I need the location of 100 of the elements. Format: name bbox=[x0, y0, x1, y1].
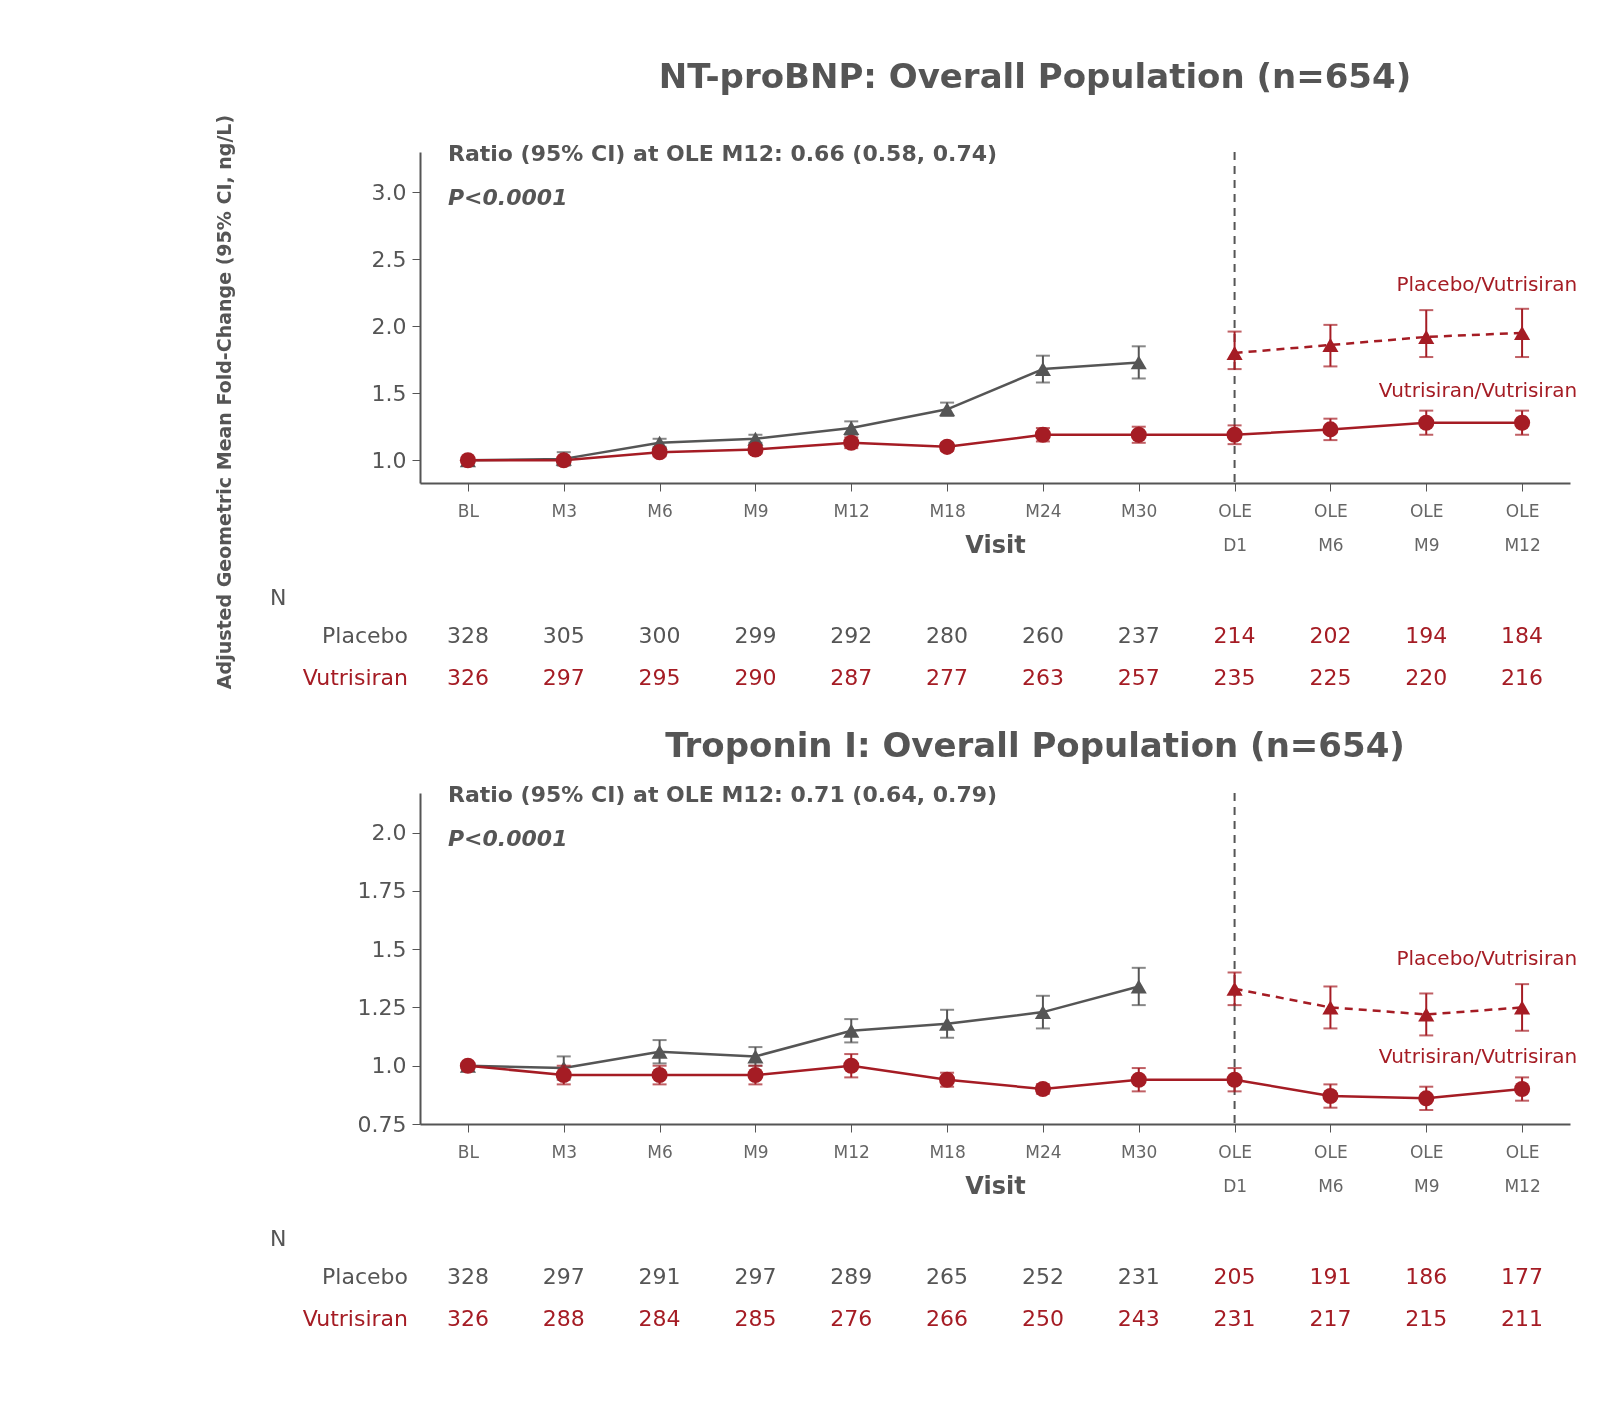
series-label: Vutrisiran/Vutrisiran bbox=[1378, 1044, 1578, 1069]
text: 231 bbox=[1117, 1264, 1160, 1289]
annotation: Ratio (95% CI) at OLE M12: 0.66 (0.58, 0.74) bbox=[448, 141, 998, 166]
text: 252 bbox=[1021, 1264, 1064, 1289]
y-tick-label: 1.75 bbox=[357, 878, 407, 904]
x-tick-label: M6 bbox=[647, 1141, 673, 1162]
text: 243 bbox=[1117, 1306, 1160, 1331]
text: 280 bbox=[926, 623, 969, 648]
x-tick-label: M30 bbox=[1121, 500, 1158, 521]
annotation: P<0.0001 bbox=[448, 185, 568, 210]
y-tick-label: 1.0 bbox=[371, 447, 407, 473]
x-tick-label: OLE M12 bbox=[1504, 500, 1541, 555]
text: 328 bbox=[446, 1264, 489, 1289]
x-tick-label: M24 bbox=[1025, 1141, 1062, 1162]
x-tick-label: M18 bbox=[929, 1141, 966, 1162]
text: 263 bbox=[1021, 665, 1064, 690]
text: 186 bbox=[1405, 1264, 1448, 1289]
x-tick-label: OLE M9 bbox=[1409, 500, 1444, 555]
text: 305 bbox=[542, 623, 585, 648]
y-tick-label: 1.5 bbox=[371, 380, 407, 406]
x-tick-label: M6 bbox=[647, 500, 673, 521]
x-tick-label: BL bbox=[457, 1141, 480, 1162]
x-tick-label: M18 bbox=[929, 500, 966, 521]
text: 288 bbox=[542, 1306, 585, 1331]
x-tick-label: OLE D1 bbox=[1218, 500, 1252, 555]
text: 297 bbox=[542, 665, 585, 690]
y-tick-label: 2.0 bbox=[371, 820, 407, 846]
x-tick-label: OLE D1 bbox=[1218, 1141, 1252, 1196]
annotation: P<0.0001 bbox=[448, 826, 568, 851]
text: Vutrisiran bbox=[302, 1306, 408, 1331]
x-tick-label: M12 bbox=[833, 1141, 870, 1162]
text: 276 bbox=[830, 1306, 873, 1331]
text: 299 bbox=[734, 623, 777, 648]
text: 328 bbox=[446, 623, 489, 648]
text: 297 bbox=[734, 1264, 777, 1289]
text: 220 bbox=[1405, 665, 1448, 690]
chart-title: Troponin I: Overall Population (n=654) bbox=[665, 725, 1405, 765]
text: 326 bbox=[446, 1306, 489, 1331]
x-axis-title: Visit bbox=[965, 530, 1026, 559]
text: Placebo/Vutrisiran bbox=[1396, 946, 1578, 971]
text: 291 bbox=[638, 1264, 681, 1289]
y-tick-label: 1.0 bbox=[371, 1053, 407, 1079]
text: Vutrisiran bbox=[302, 665, 408, 690]
text: 292 bbox=[830, 623, 873, 648]
text: 326 bbox=[446, 665, 489, 690]
text: 295 bbox=[638, 665, 681, 690]
text: 217 bbox=[1309, 1306, 1352, 1331]
text: 287 bbox=[830, 665, 873, 690]
x-tick-label: M12 bbox=[833, 500, 870, 521]
text: 260 bbox=[1021, 623, 1064, 648]
y-tick-label: 3.0 bbox=[371, 179, 407, 205]
text: 215 bbox=[1405, 1306, 1448, 1331]
x-tick-label: M30 bbox=[1121, 1141, 1158, 1162]
text: N bbox=[270, 585, 287, 610]
text: 284 bbox=[638, 1306, 681, 1331]
text: 250 bbox=[1021, 1306, 1064, 1331]
text: 216 bbox=[1501, 665, 1544, 690]
text: 235 bbox=[1213, 665, 1256, 690]
text: 191 bbox=[1309, 1264, 1352, 1289]
text: 277 bbox=[926, 665, 969, 690]
y-axis-title: Adjusted Geometric Mean Fold-Change (95% CI, ng/L) bbox=[213, 114, 235, 690]
text: Placebo bbox=[322, 1264, 408, 1289]
x-tick-label: OLE M6 bbox=[1314, 500, 1348, 555]
text: 297 bbox=[542, 1264, 585, 1289]
series-label: Vutrisiran/Vutrisiran bbox=[1378, 377, 1578, 402]
x-tick-label: OLE M6 bbox=[1314, 1141, 1348, 1196]
x-tick-label: M3 bbox=[551, 1141, 577, 1162]
x-tick-label: M3 bbox=[551, 500, 577, 521]
text: 205 bbox=[1213, 1264, 1256, 1289]
annotation: Ratio (95% CI) at OLE M12: 0.71 (0.64, 0.79) bbox=[448, 782, 998, 807]
x-tick-label: M9 bbox=[743, 500, 769, 521]
y-tick-label: 0.75 bbox=[357, 1111, 407, 1137]
y-tick-label: 2.5 bbox=[371, 246, 407, 272]
x-tick-label: M9 bbox=[743, 1141, 769, 1162]
x-tick-label: OLE M9 bbox=[1409, 1141, 1444, 1196]
chart-title: NT-proBNP: Overall Population (n=654) bbox=[658, 55, 1412, 96]
x-axis-title: Visit bbox=[965, 1171, 1026, 1200]
text: 266 bbox=[926, 1306, 969, 1331]
text: 202 bbox=[1309, 623, 1352, 648]
text: 184 bbox=[1501, 623, 1544, 648]
x-tick-label: M24 bbox=[1025, 500, 1062, 521]
text: 194 bbox=[1405, 623, 1448, 648]
text: 237 bbox=[1117, 623, 1160, 648]
text: 290 bbox=[734, 665, 777, 690]
text: 257 bbox=[1117, 665, 1160, 690]
x-tick-label: BL bbox=[457, 500, 480, 521]
text: N bbox=[270, 1226, 287, 1251]
text: 285 bbox=[734, 1306, 777, 1331]
text: 225 bbox=[1309, 665, 1352, 690]
y-tick-label: 1.25 bbox=[357, 994, 407, 1020]
text: 289 bbox=[830, 1264, 873, 1289]
text: Placebo/Vutrisiran bbox=[1396, 271, 1578, 296]
text: 177 bbox=[1501, 1264, 1544, 1289]
text: 214 bbox=[1213, 623, 1256, 648]
text: 300 bbox=[638, 623, 681, 648]
text: 231 bbox=[1213, 1306, 1256, 1331]
text: Placebo bbox=[322, 623, 408, 648]
y-tick-label: 1.5 bbox=[371, 936, 407, 962]
y-tick-label: 2.0 bbox=[371, 313, 407, 339]
x-tick-label: OLE M12 bbox=[1504, 1141, 1541, 1196]
